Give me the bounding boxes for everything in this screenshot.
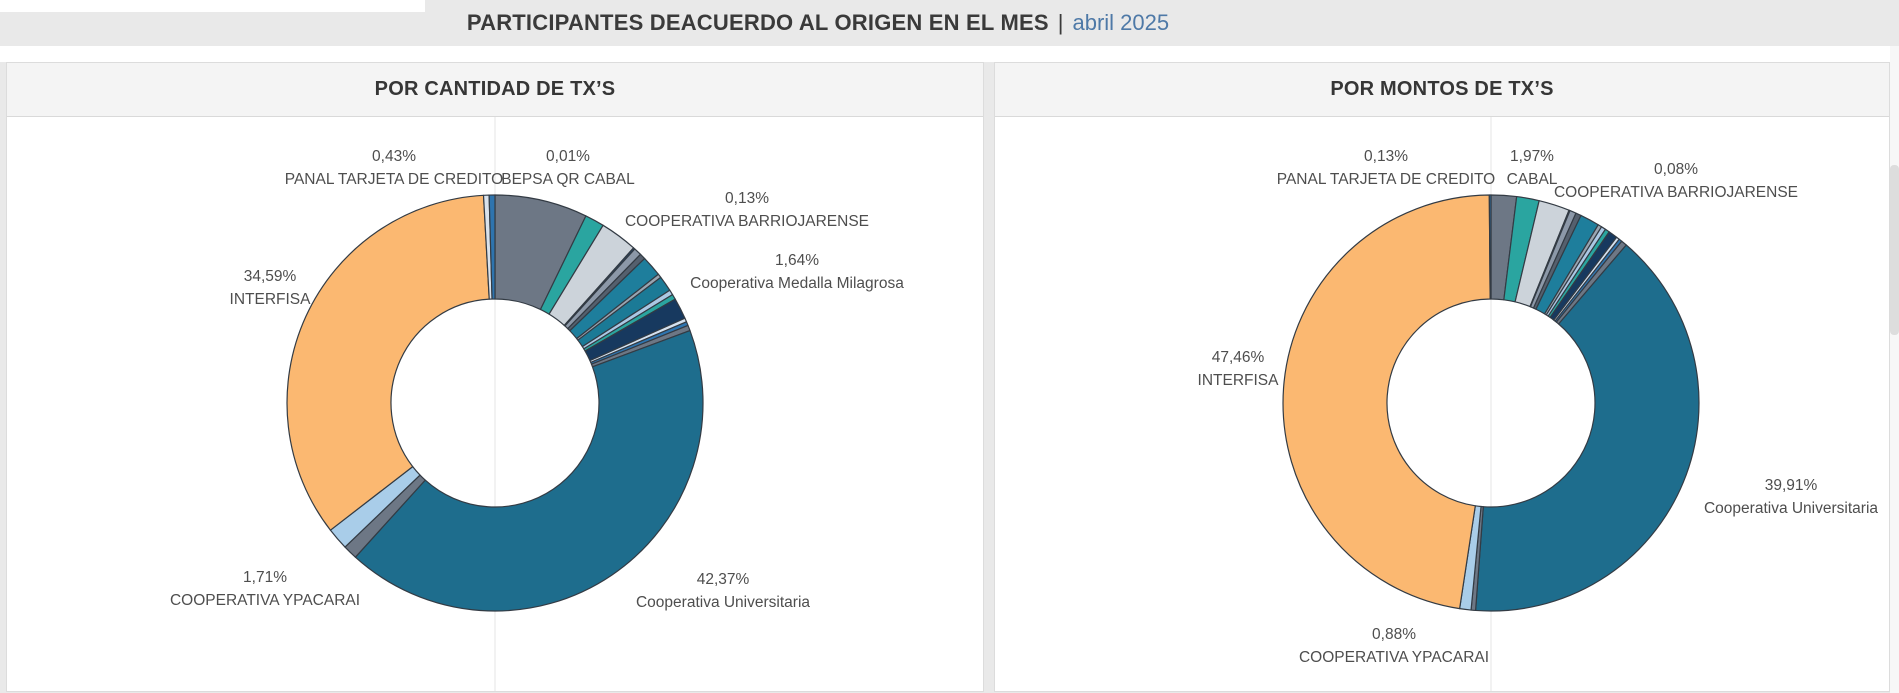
donut-chart-cantidad: 0,43% PANAL TARJETA DE CREDITO 0,01% BEPSA … — [7, 117, 983, 691]
top-left-strip — [0, 0, 425, 12]
slice-label-percent: 34,59% — [243, 268, 297, 285]
slice-label-name: Cooperativa Universitaria — [635, 594, 811, 611]
chart-title-cantidad: POR CANTIDAD DE TX’S — [7, 63, 983, 117]
slice-label-percent: 1,97% — [1510, 148, 1554, 165]
slice-label-name: COOPERATIVA BARRIOJARENSE — [1553, 184, 1799, 201]
slice-label-name: COOPERATIVA YPACARAI — [169, 592, 361, 609]
slice-label-percent: 0,13% — [725, 190, 769, 207]
donut-segment-bepsa-qr-cabal[interactable] — [488, 194, 496, 300]
panel-cantidad-txs: POR CANTIDAD DE TX’S 0,43% PANAL TARJETA … — [6, 62, 984, 692]
donut-svg — [1282, 117, 1700, 691]
slice-label-name: Cooperativa Medalla Milagrosa — [690, 275, 904, 292]
title-divider-strip — [0, 46, 1890, 62]
slice-label-cooperativa-ypacarai: 0,88% COOPERATIVA YPACARAI — [1299, 623, 1489, 669]
slice-label-cooperativa-medalla-milagrosa: 1,64% Cooperativa Medalla Milagrosa — [690, 249, 904, 295]
scrollbar-thumb[interactable] — [1890, 165, 1899, 335]
slice-label-name: BEPSA QR CABAL — [501, 171, 635, 188]
slice-label-interfisa: 47,46% INTERFISA — [1198, 346, 1279, 392]
slice-label-name: Cooperativa Universitaria — [1703, 500, 1879, 517]
donut-segment-cooperativa-universitaria[interactable] — [354, 329, 704, 612]
slice-label-percent: 1,64% — [775, 252, 819, 269]
title-separator: | — [1057, 10, 1064, 35]
slice-label-percent: 39,91% — [1764, 477, 1818, 494]
slice-label-percent: 0,01% — [546, 148, 590, 165]
donut-svg — [286, 117, 704, 691]
slice-label-cooperativa-universitaria: 42,37% Cooperativa Universitaria — [636, 568, 810, 614]
slice-label-name: INTERFISA — [229, 291, 311, 308]
slice-label-name: CABAL — [1506, 171, 1558, 188]
slice-label-bepsa-qr-cabal: 0,01% BEPSA QR CABAL — [501, 145, 635, 191]
slice-label-cooperativa-barriojarense: 0,08% COOPERATIVA BARRIOJARENSE — [1554, 158, 1798, 204]
slice-label-percent: 47,46% — [1211, 349, 1265, 366]
donut-segment-interfisa[interactable] — [1282, 194, 1491, 610]
slice-label-interfisa: 34,59% INTERFISA — [230, 265, 311, 311]
slice-label-name: PANAL TARJETA DE CREDITO — [284, 171, 504, 188]
slice-label-percent: 0,88% — [1372, 626, 1416, 643]
slice-label-panal-tarjeta-de-credito: 0,43% PANAL TARJETA DE CREDITO — [285, 145, 503, 191]
slice-label-name: PANAL TARJETA DE CREDITO — [1276, 171, 1496, 188]
donut-chart-montos: 0,13% PANAL TARJETA DE CREDITO 1,97% CABAL 0… — [995, 117, 1889, 691]
scrollbar-track[interactable] — [1890, 46, 1899, 693]
slice-label-percent: 0,43% — [372, 148, 416, 165]
slice-label-panal-tarjeta-de-credito: 0,13% PANAL TARJETA DE CREDITO — [1277, 145, 1495, 191]
donut-segment-cooperativa-universitaria[interactable] — [1474, 244, 1700, 612]
slice-label-cooperativa-universitaria: 39,91% Cooperativa Universitaria — [1704, 474, 1878, 520]
slice-label-name: COOPERATIVA BARRIOJARENSE — [624, 213, 870, 230]
slice-label-name: INTERFISA — [1197, 372, 1279, 389]
slice-label-cooperativa-ypacarai: 1,71% COOPERATIVA YPACARAI — [170, 566, 360, 612]
slice-label-percent: 0,08% — [1654, 161, 1698, 178]
dashboard-title: PARTICIPANTES DEACUERDO AL ORIGEN EN EL … — [0, 0, 1636, 46]
chart-title-montos: POR MONTOS DE TX’S — [995, 63, 1889, 117]
title-period: abril 2025 — [1072, 10, 1170, 35]
slice-label-percent: 42,37% — [696, 571, 750, 588]
slice-label-cooperativa-barriojarense: 0,13% COOPERATIVA BARRIOJARENSE — [625, 187, 869, 233]
title-main-text: PARTICIPANTES DEACUERDO AL ORIGEN EN EL … — [466, 10, 1049, 35]
donut-segment-panal-tarjeta-de-credito[interactable] — [1488, 194, 1492, 300]
slice-label-percent: 0,13% — [1364, 148, 1408, 165]
panel-montos-txs: POR MONTOS DE TX’S 0,13% PANAL TARJETA DE… — [994, 62, 1890, 692]
slice-label-cabal: 1,97% CABAL — [1507, 145, 1558, 191]
slice-label-name: COOPERATIVA YPACARAI — [1298, 649, 1490, 666]
slice-label-percent: 1,71% — [243, 569, 287, 586]
donut-segment-interfisa[interactable] — [286, 194, 490, 531]
